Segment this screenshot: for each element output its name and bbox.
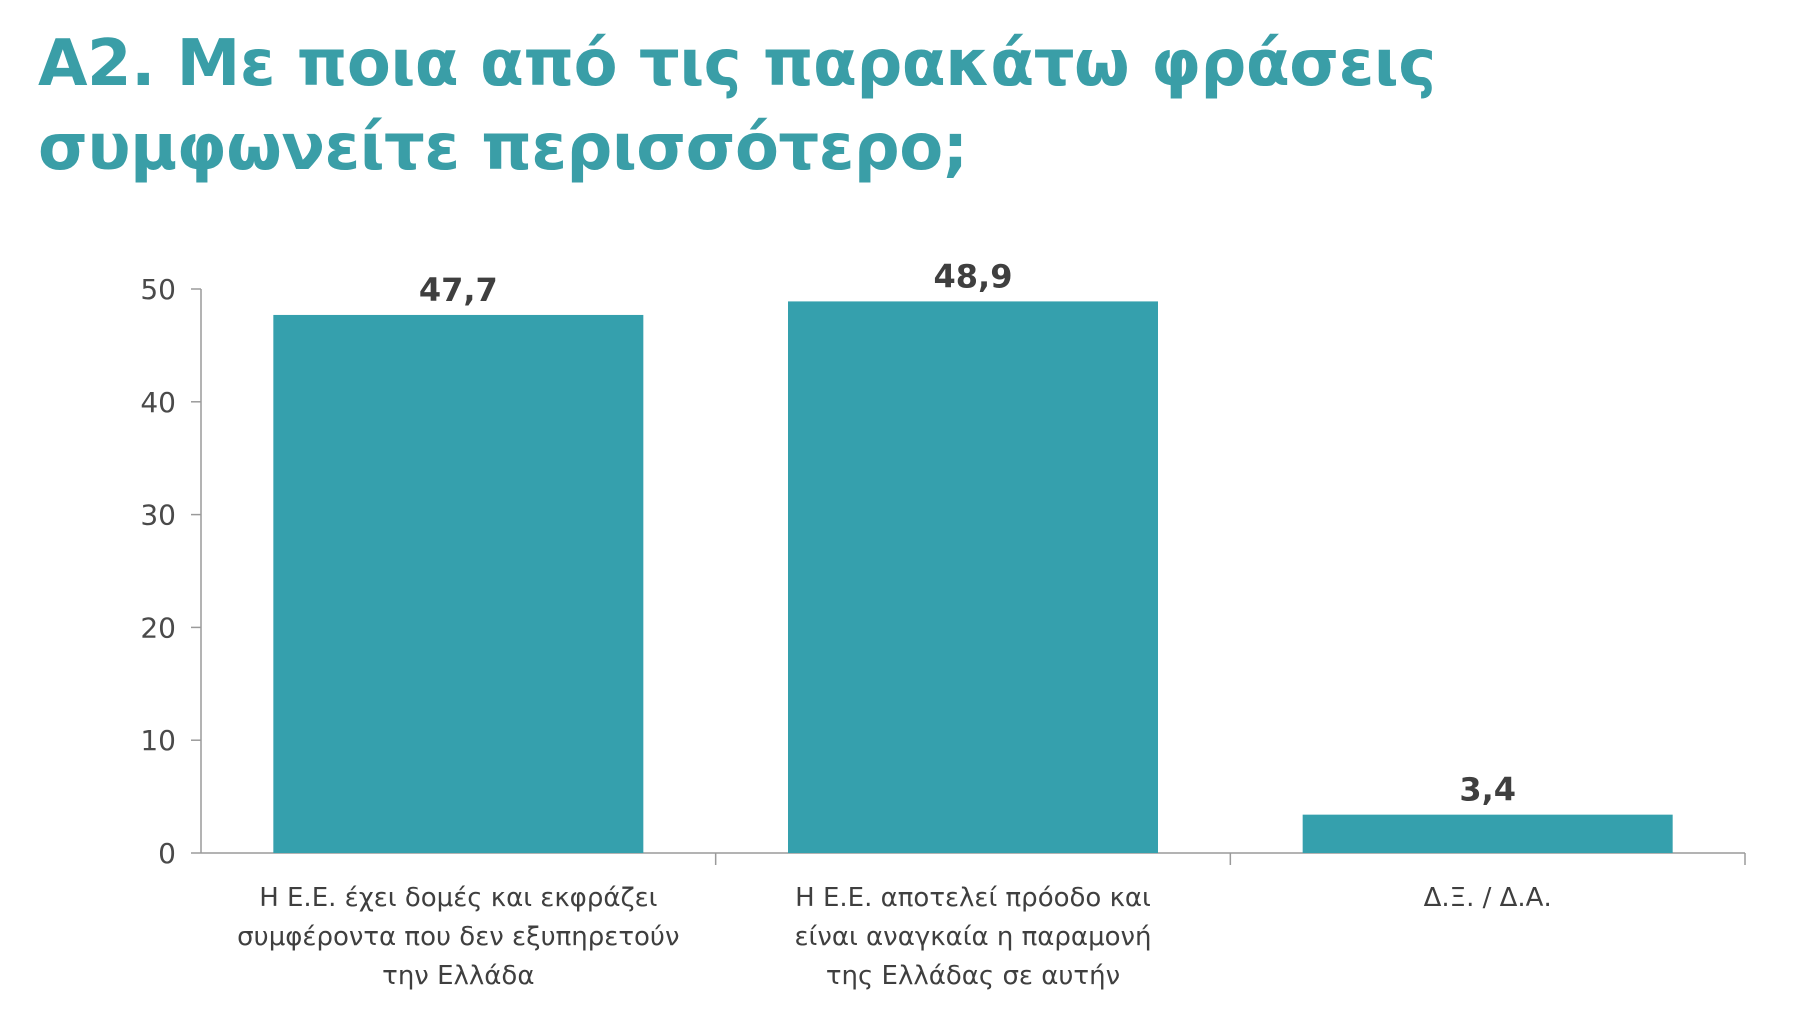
category-label: την Ελλάδα bbox=[382, 961, 534, 991]
category-label: Δ.Ξ. / Δ.Α. bbox=[1424, 883, 1552, 913]
category-label: Η Ε.Ε. αποτελεί πρόοδο και bbox=[795, 883, 1151, 913]
y-tick-label: 10 bbox=[140, 724, 176, 757]
page-title: Α2. Με ποια από τις παρακάτω φράσεις συμ… bbox=[38, 22, 1758, 190]
page-title-line-1: Α2. Με ποια από τις παρακάτω φράσεις bbox=[38, 27, 1436, 101]
category-label: Η Ε.Ε. έχει δομές και εκφράζει bbox=[259, 883, 657, 913]
y-tick-label: 40 bbox=[140, 386, 176, 419]
bar bbox=[273, 314, 644, 854]
y-tick-label: 50 bbox=[140, 273, 176, 306]
y-tick-label: 20 bbox=[140, 611, 176, 644]
bar-value-label: 3,4 bbox=[1459, 771, 1516, 809]
page-title-line-2: συμφωνείτε περισσότερο; bbox=[38, 111, 968, 185]
bar bbox=[788, 301, 1158, 854]
category-label: είναι αναγκαία η παραμονή bbox=[794, 922, 1151, 952]
category-label: συμφέροντα που δεν εξυπηρετούν bbox=[237, 922, 679, 952]
bar bbox=[1302, 814, 1673, 853]
bar-value-label: 47,7 bbox=[419, 271, 498, 309]
bar-value-label: 48,9 bbox=[934, 257, 1013, 295]
y-tick-label: 0 bbox=[158, 837, 176, 870]
category-label: της Ελλάδας σε αυτήν bbox=[826, 961, 1120, 991]
y-tick-label: 30 bbox=[140, 499, 176, 532]
